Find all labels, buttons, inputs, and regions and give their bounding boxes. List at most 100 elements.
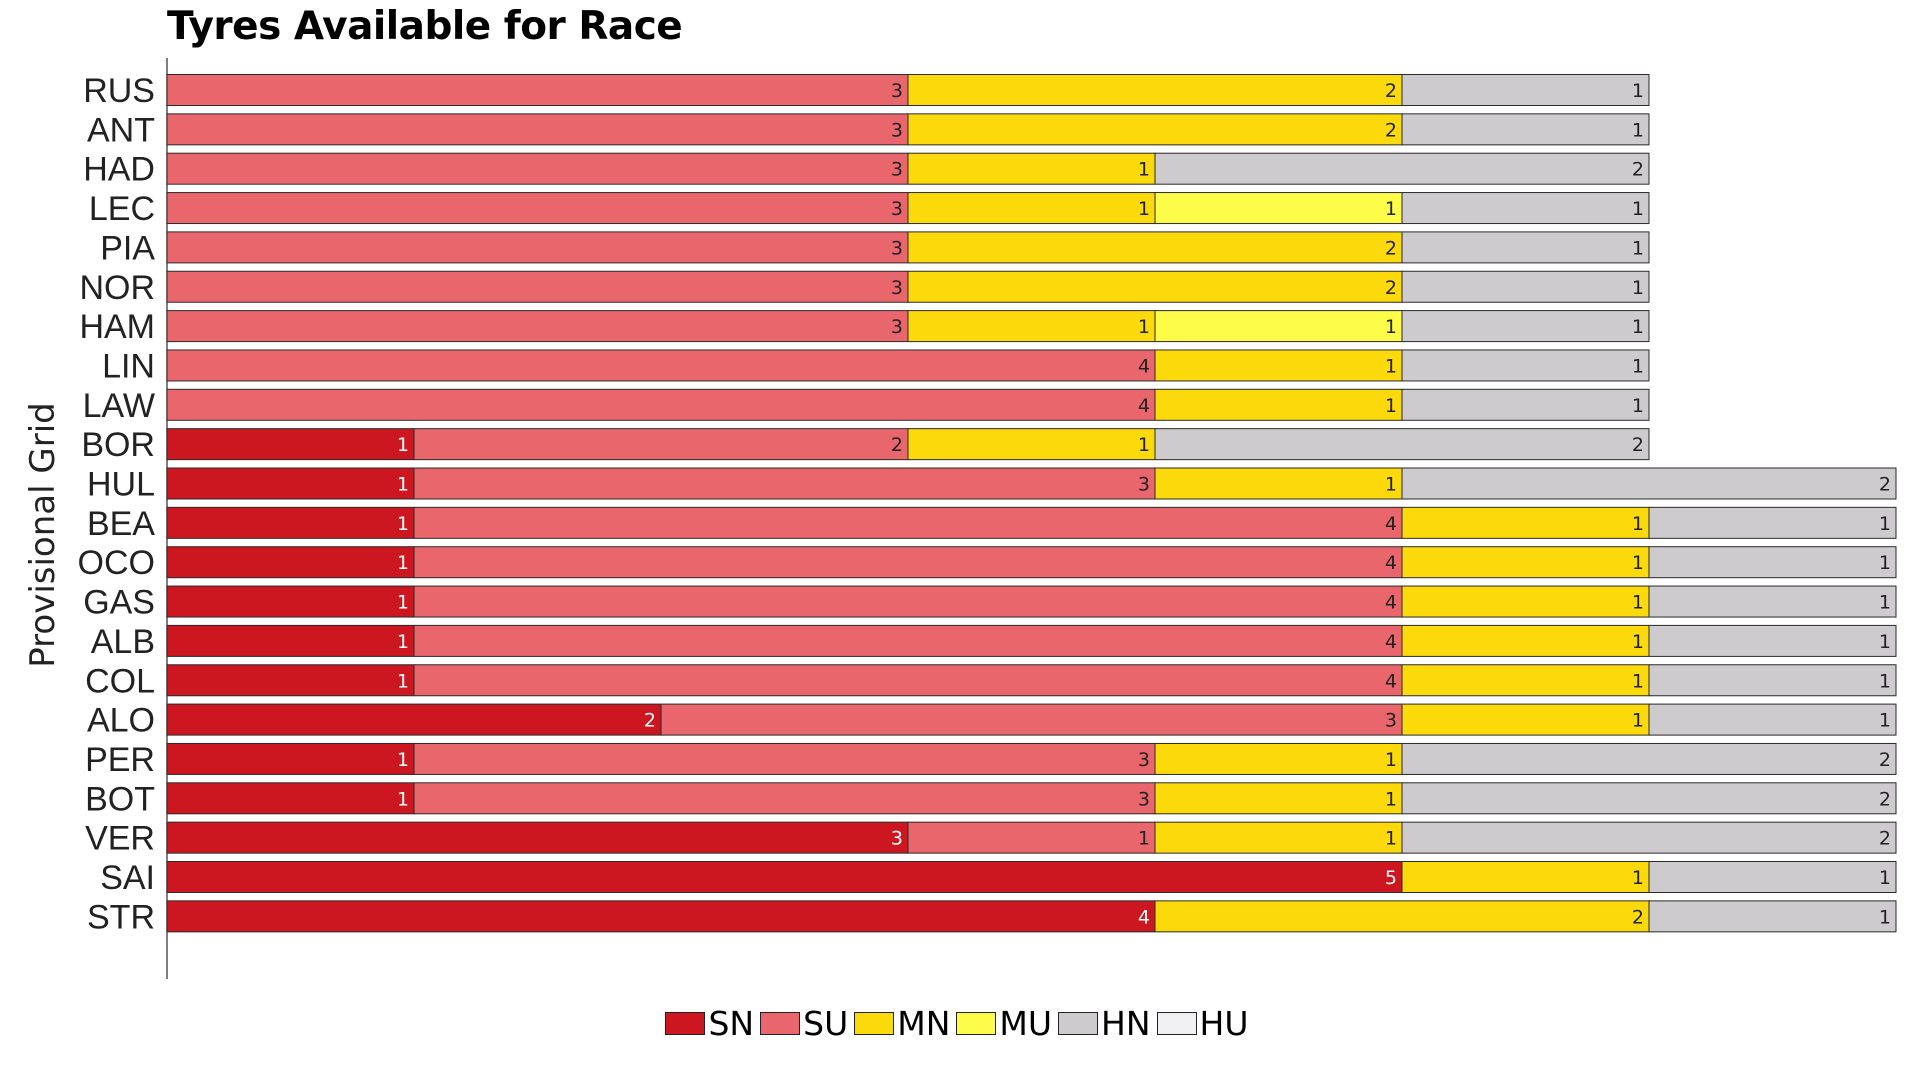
bar-oco-su (413, 546, 1403, 579)
category-label-ver: VER (85, 820, 155, 858)
data-label-ver-su: 1 (1138, 828, 1150, 850)
category-label-col: COL (85, 662, 155, 700)
bar-bor-sn (166, 428, 415, 461)
bar-sai-sn (166, 861, 1403, 893)
data-label-lin-su: 4 (1138, 355, 1150, 377)
bar-nor-su (166, 270, 909, 303)
bar-str-hn (1648, 900, 1897, 933)
category-label-had: HAD (83, 151, 155, 189)
data-label-oco-su: 4 (1385, 552, 1397, 574)
bar-gas-su (413, 585, 1403, 618)
data-label-ham-mn: 1 (1138, 316, 1150, 338)
bar-ham-su (166, 310, 909, 343)
bar-bea-su (413, 506, 1403, 539)
category-label-rus: RUS (83, 72, 155, 110)
data-label-pia-hn: 1 (1632, 237, 1644, 259)
data-label-oco-sn: 1 (397, 552, 409, 574)
category-label-pia: PIA (100, 229, 155, 267)
bar-alb-su (413, 624, 1403, 657)
data-label-hul-sn: 1 (397, 474, 409, 496)
bar-law-mn (1154, 388, 1403, 421)
data-label-bea-hn: 1 (1879, 513, 1891, 535)
category-label-bor: BOR (81, 426, 155, 464)
bar-had-hn (1154, 152, 1650, 185)
legend-swatch-hn (1058, 1012, 1099, 1035)
bar-gas-hn (1648, 585, 1897, 618)
bar-hul-mn (1154, 467, 1403, 500)
category-label-bot: BOT (85, 780, 155, 818)
bar-hul-hn (1401, 467, 1897, 500)
data-label-ham-hn: 1 (1632, 316, 1644, 338)
data-label-per-hn: 2 (1879, 749, 1891, 771)
category-label-str: STR (87, 898, 155, 936)
data-label-gas-sn: 1 (397, 592, 409, 614)
bar-lec-hn (1401, 192, 1650, 225)
legend-item-hn: HN (1058, 1004, 1157, 1043)
bar-ver-hn (1401, 821, 1897, 854)
data-label-hul-su: 3 (1138, 474, 1150, 496)
data-label-per-su: 3 (1138, 749, 1150, 771)
bar-law-su (166, 388, 1156, 421)
category-label-per: PER (85, 741, 155, 779)
data-label-alo-mn: 1 (1632, 710, 1644, 732)
data-label-law-mn: 1 (1385, 395, 1397, 417)
data-label-alb-su: 4 (1385, 631, 1397, 653)
data-label-rus-mn: 2 (1385, 80, 1397, 102)
data-label-had-hn: 2 (1632, 159, 1644, 181)
bar-hul-sn (166, 467, 415, 500)
bar-alb-sn (166, 624, 415, 657)
data-label-rus-su: 3 (891, 80, 903, 102)
data-label-bor-mn: 1 (1138, 434, 1150, 456)
legend: SN SU MN MU HN HU (0, 1004, 1920, 1043)
legend-swatch-sn (665, 1012, 706, 1035)
data-label-ant-hn: 1 (1632, 119, 1644, 141)
data-label-law-su: 4 (1138, 395, 1150, 417)
bar-sai-hn (1648, 861, 1897, 893)
legend-label-sn: SN (708, 1004, 755, 1043)
bar-nor-mn (907, 270, 1403, 303)
data-label-str-sn: 4 (1138, 906, 1150, 928)
data-label-gas-su: 4 (1385, 592, 1397, 614)
bar-str-sn (166, 900, 1156, 933)
data-label-lin-hn: 1 (1632, 355, 1644, 377)
data-label-pia-su: 3 (891, 237, 903, 259)
legend-label-hn: HN (1101, 1004, 1151, 1043)
category-label-alo: ALO (87, 702, 155, 740)
bar-bea-hn (1648, 506, 1897, 539)
data-label-str-mn: 2 (1632, 906, 1644, 928)
data-label-bot-sn: 1 (397, 788, 409, 810)
data-label-had-mn: 1 (1138, 159, 1150, 181)
category-label-lec: LEC (89, 190, 155, 228)
legend-swatch-mu (956, 1012, 997, 1035)
bar-col-su (413, 664, 1403, 697)
data-label-oco-mn: 1 (1632, 552, 1644, 574)
bar-alb-mn (1401, 624, 1650, 657)
bar-lec-su (166, 192, 909, 225)
data-label-alo-sn: 2 (644, 710, 656, 732)
data-label-col-sn: 1 (397, 670, 409, 692)
bar-oco-hn (1648, 546, 1897, 579)
data-label-nor-su: 3 (891, 277, 903, 299)
data-label-bot-mn: 1 (1385, 788, 1397, 810)
data-label-bea-su: 4 (1385, 513, 1397, 535)
bar-bot-su (413, 782, 1156, 815)
data-label-nor-mn: 2 (1385, 277, 1397, 299)
bar-oco-mn (1401, 546, 1650, 579)
data-label-per-sn: 1 (397, 749, 409, 771)
data-label-bor-su: 2 (891, 434, 903, 456)
bar-per-mn (1154, 742, 1403, 775)
bar-alo-mn (1401, 703, 1650, 736)
bar-bor-su (413, 428, 909, 461)
data-label-alo-hn: 1 (1879, 710, 1891, 732)
bar-nor-hn (1401, 270, 1650, 303)
data-label-hul-mn: 1 (1385, 474, 1397, 496)
bar-bot-mn (1154, 782, 1403, 815)
bar-gas-mn (1401, 585, 1650, 618)
legend-label-su: SU (803, 1004, 849, 1043)
category-label-ham: HAM (79, 308, 155, 346)
data-label-lin-mn: 1 (1385, 355, 1397, 377)
data-label-ham-su: 3 (891, 316, 903, 338)
bar-per-su (413, 742, 1156, 775)
bar-bea-sn (166, 506, 415, 539)
data-label-alo-su: 3 (1385, 710, 1397, 732)
